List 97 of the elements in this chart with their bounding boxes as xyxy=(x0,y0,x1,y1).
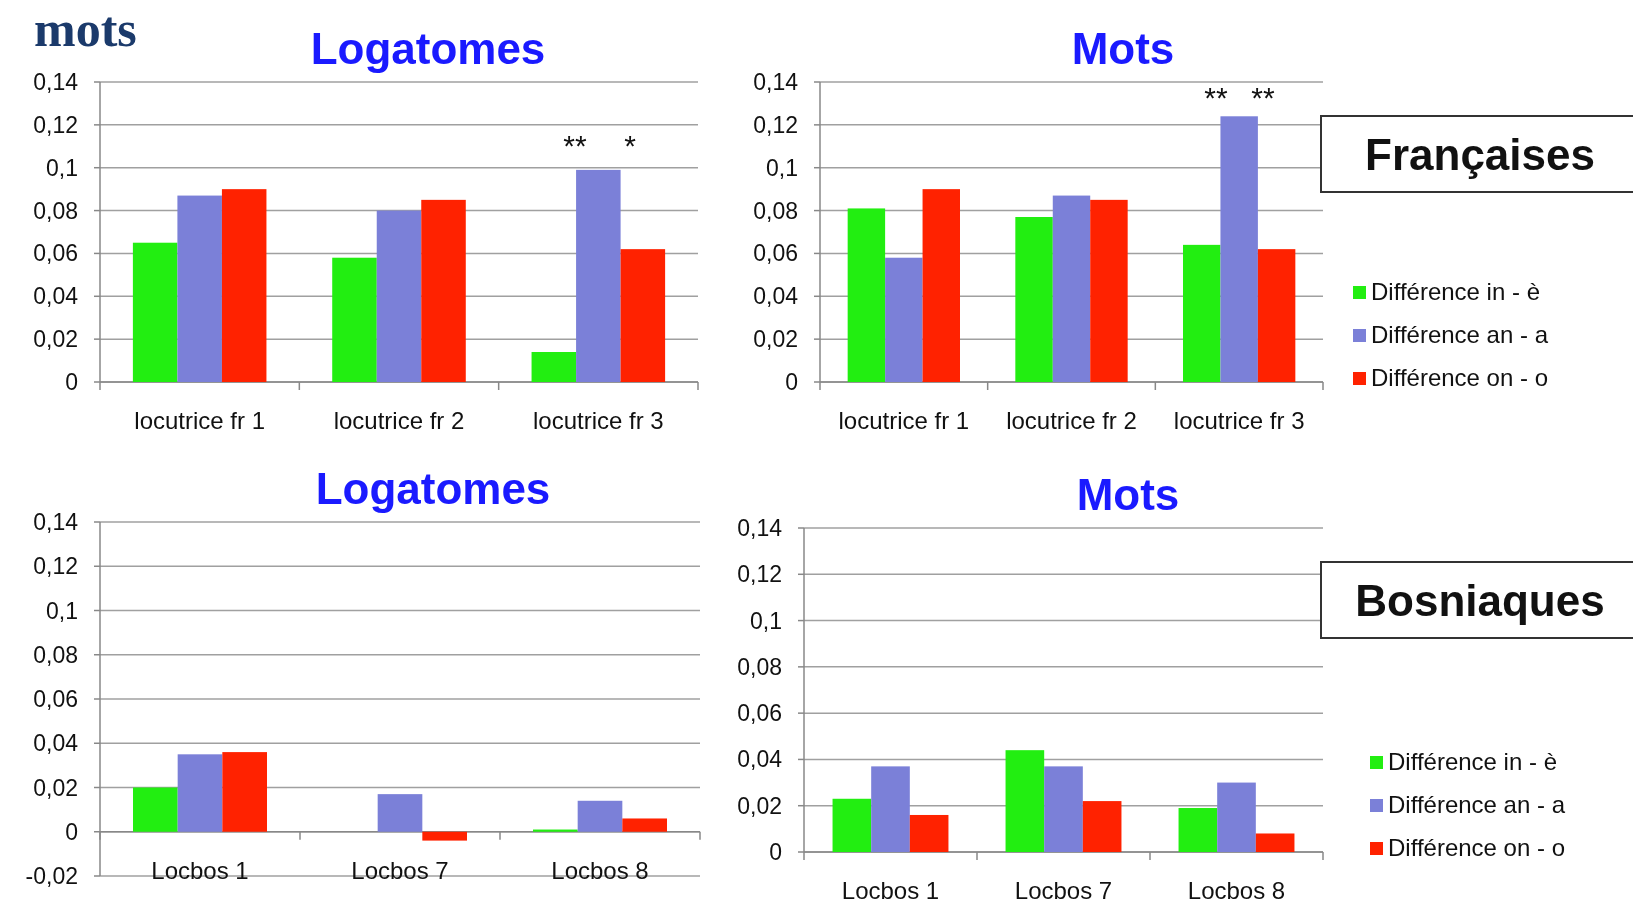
legend-label: Différence on - o xyxy=(1388,834,1565,861)
bar xyxy=(885,257,923,382)
legend-label: Différence an - a xyxy=(1371,321,1549,348)
y-tick-label: 0,04 xyxy=(33,730,79,757)
y-tick-label: 0,04 xyxy=(737,746,783,773)
bar xyxy=(922,189,960,382)
x-tick-label: Locbos 1 xyxy=(841,877,940,900)
x-tick-label: locutrice fr 2 xyxy=(1006,407,1137,434)
bar xyxy=(1005,750,1045,852)
x-tick-label: Locbos 7 xyxy=(351,856,449,884)
y-tick-label: 0,02 xyxy=(33,326,78,353)
bar xyxy=(421,199,466,382)
bar xyxy=(332,257,377,382)
x-tick-label: locutrice fr 2 xyxy=(333,407,465,434)
y-tick-label: 0,14 xyxy=(33,69,79,95)
chart-title: Mots xyxy=(1076,470,1180,519)
bar xyxy=(1257,249,1296,382)
bar xyxy=(177,754,223,832)
text: Bosniaques xyxy=(1355,576,1605,625)
y-tick-label: 0,06 xyxy=(33,686,78,712)
bar xyxy=(1090,199,1128,382)
y-tick-label: 0,04 xyxy=(33,283,79,310)
bar xyxy=(620,249,666,382)
bar xyxy=(832,798,872,852)
bar xyxy=(1015,217,1053,382)
annotation: * xyxy=(624,129,637,162)
x-tick-label: Locbos 7 xyxy=(1014,877,1113,900)
bar xyxy=(847,208,886,382)
y-tick-label: 0,1 xyxy=(46,597,78,624)
bar xyxy=(533,829,578,832)
legend-label: Différence in - è xyxy=(1388,748,1557,775)
y-tick-label: 0,1 xyxy=(46,154,78,181)
y-tick-label: 0,14 xyxy=(737,515,783,541)
legend-label: Différence on - o xyxy=(1371,364,1548,391)
y-tick-label: 0,12 xyxy=(753,111,798,138)
bar xyxy=(376,210,422,382)
bar xyxy=(622,818,667,832)
bar xyxy=(1217,782,1256,852)
text: mots xyxy=(34,1,137,57)
bar xyxy=(909,814,949,852)
bar xyxy=(1082,801,1122,852)
chart-title: Logatomes xyxy=(315,464,551,513)
bar xyxy=(177,195,222,382)
annotation: ** xyxy=(1204,81,1228,114)
y-tick-label: 0,12 xyxy=(33,111,78,138)
x-tick-label: locutrice fr 3 xyxy=(532,407,664,434)
y-tick-label: 0 xyxy=(769,839,782,865)
y-tick-label: 0,08 xyxy=(33,641,78,668)
y-tick-label: 0,14 xyxy=(753,69,799,95)
y-tick-label: 0,08 xyxy=(737,653,782,680)
x-tick-label: Locbos 8 xyxy=(551,856,649,884)
y-tick-label: 0,06 xyxy=(753,240,798,267)
chart-title: Mots xyxy=(1071,24,1175,73)
bar xyxy=(1052,195,1091,382)
y-tick-label: 0,12 xyxy=(737,561,782,588)
text: Françaises xyxy=(1365,130,1595,179)
y-tick-label: 0,08 xyxy=(33,197,78,224)
x-tick-label: Locbos 1 xyxy=(151,856,249,884)
x-tick-label: locutrice fr 1 xyxy=(134,407,266,434)
bar xyxy=(221,189,267,382)
bar xyxy=(1044,766,1083,852)
bar xyxy=(422,831,467,841)
bar xyxy=(1178,808,1218,852)
chart-title: Logatomes xyxy=(310,24,546,73)
bar xyxy=(577,800,623,832)
y-tick-label: 0,04 xyxy=(753,283,799,310)
legend-label: Différence in - è xyxy=(1371,278,1540,305)
x-tick-label: locutrice fr 3 xyxy=(1173,407,1305,434)
y-tick-label: 0 xyxy=(65,369,78,395)
bar xyxy=(871,766,910,852)
annotation: ** xyxy=(563,129,587,162)
y-tick-label: -0,02 xyxy=(25,863,78,889)
legend-label: Différence an - a xyxy=(1388,791,1566,818)
y-tick-label: 0,08 xyxy=(753,197,798,224)
bar xyxy=(377,794,423,832)
y-tick-label: 0 xyxy=(785,369,798,395)
bar xyxy=(1220,116,1258,382)
y-tick-label: 0,06 xyxy=(737,700,782,727)
y-tick-label: 0,02 xyxy=(753,326,798,353)
bar xyxy=(1255,833,1295,852)
bar xyxy=(576,169,621,382)
y-tick-label: 0,02 xyxy=(33,774,78,801)
y-tick-label: 0,1 xyxy=(750,607,782,634)
y-tick-label: 0,1 xyxy=(766,154,798,181)
x-tick-label: Locbos 8 xyxy=(1187,877,1286,900)
bar xyxy=(222,752,267,832)
y-tick-label: 0,14 xyxy=(33,509,79,535)
bar xyxy=(531,352,577,382)
y-tick-label: 0,02 xyxy=(737,792,782,819)
y-tick-label: 0,06 xyxy=(33,240,78,267)
y-tick-label: 0,12 xyxy=(33,553,78,580)
y-tick-label: 0 xyxy=(65,818,78,845)
bar xyxy=(1183,244,1221,382)
bar xyxy=(133,787,178,832)
bar xyxy=(132,242,178,382)
annotation: ** xyxy=(1251,81,1275,114)
x-tick-label: locutrice fr 1 xyxy=(838,407,970,434)
